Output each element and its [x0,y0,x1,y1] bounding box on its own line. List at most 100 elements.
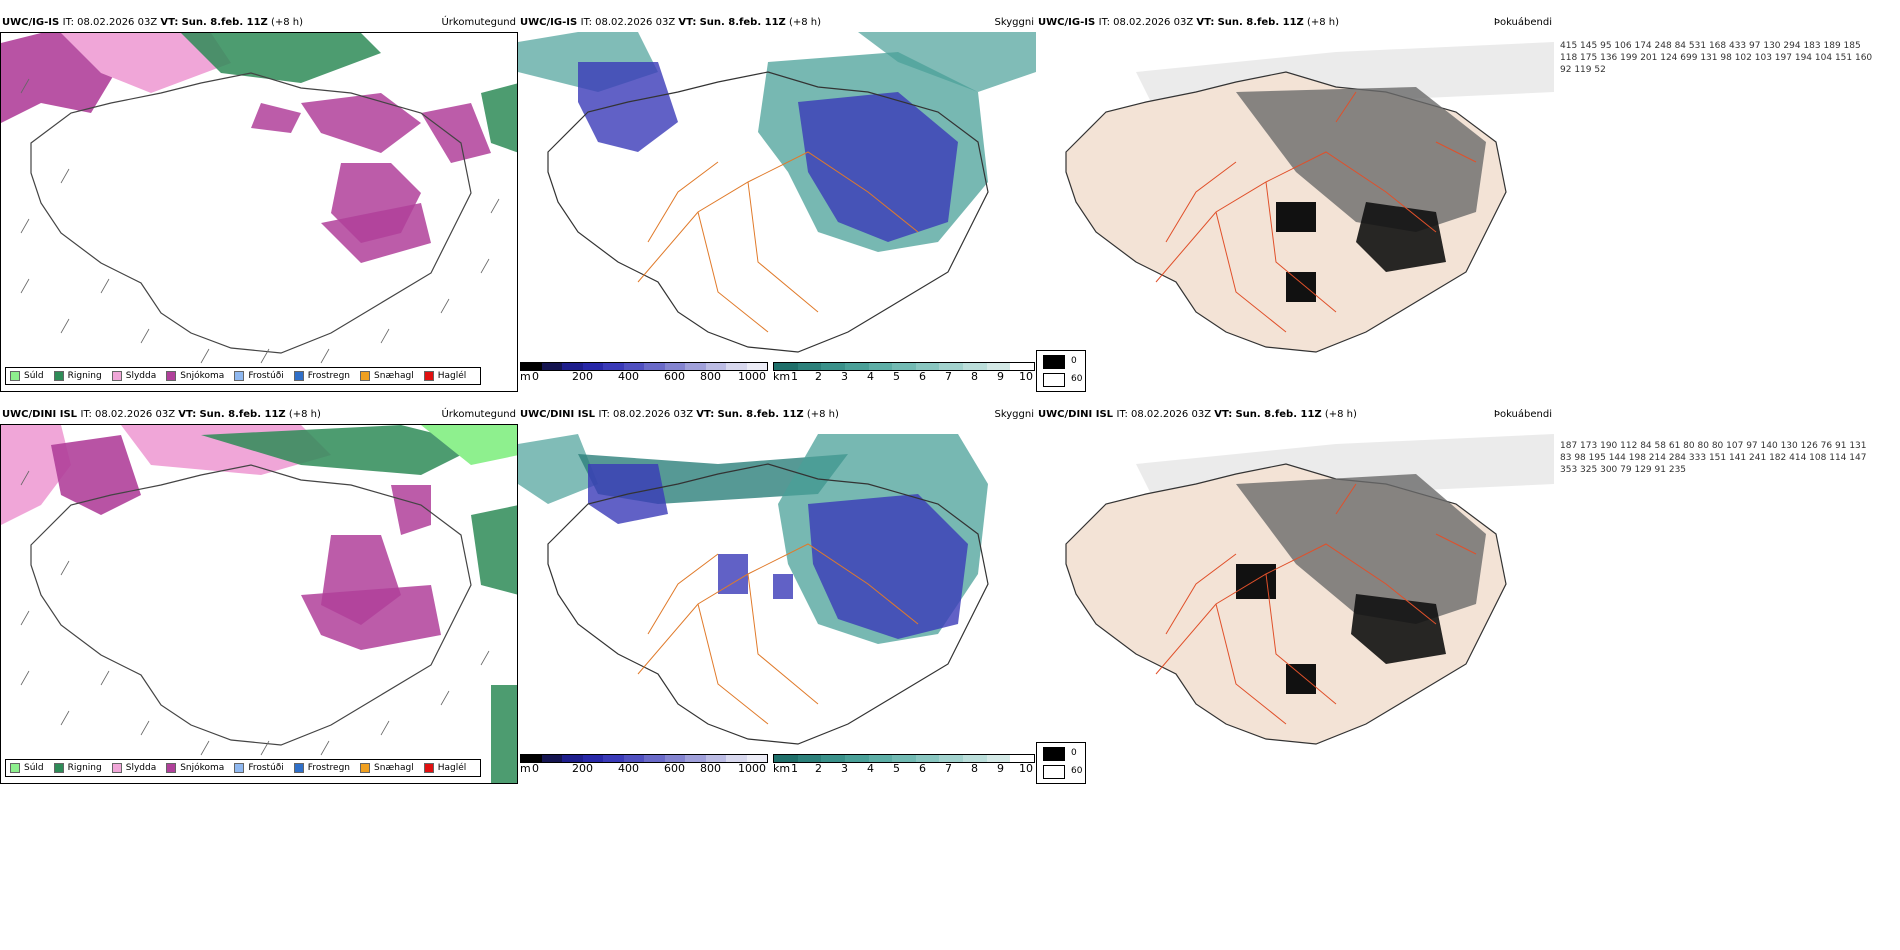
panel-header: UWC/DINI ISL IT: 08.02.2026 03Z VT: Sun.… [518,406,1036,424]
colorbar-cell [915,755,940,762]
visibility-value-label: 214 [1648,453,1669,463]
fog-legend-label: 0 [1071,356,1077,366]
visibility-unit: km [773,370,791,383]
colorbar-cell [623,755,644,762]
visibility-value-label: 58 [1654,441,1669,451]
ceiling-tick: 0 [532,370,539,383]
visibility-value-label: 147 [1849,453,1867,463]
legend-item: Snæhagl [360,371,414,381]
panel-header: UWC/IG-IS IT: 08.02.2026 03Z VT: Sun. 8.… [518,14,1036,32]
colorbar-cell [603,755,624,762]
colorbar-cell [541,363,562,370]
colorbar-cell [726,363,747,370]
legend-item: Snjókoma [166,763,224,773]
visibility-value-label: 80 [1683,441,1698,451]
visibility-value-label: 129 [1634,465,1655,475]
colorbar-cell [868,755,893,762]
visibility-colorbar: km 1 2 3 4 5 6 7 8 9 10 [773,754,1035,775]
visibility-value-label: 140 [1760,441,1781,451]
visibility-value-label: 141 [1728,453,1750,463]
visibility-value-label: 98 [1574,453,1589,463]
visibility-value-label: 136 [1600,53,1621,63]
visibility-value-label: 52 [1594,65,1606,75]
colorbar-cell [892,363,916,370]
panel-header: UWC/IG-IS IT: 08.02.2026 03Z VT: Sun. 8.… [0,14,518,32]
colorbar-cell [521,755,542,762]
colorbar-cell [582,363,603,370]
visibility-value-label: 118 [1560,53,1581,63]
visibility-value-label: 198 [1628,453,1649,463]
colorbar-cell [774,363,798,370]
visibility-value-label: 151 [1708,453,1729,463]
visibility-value-label: 241 [1749,453,1770,463]
visibility-value-label: 174 [1634,41,1655,51]
visibility-value-label: 131 [1849,441,1867,451]
visibility-value-label: 433 [1728,41,1750,51]
visibility-value-label: 353 [1560,465,1581,475]
visibility-value-label: 187 [1560,441,1581,451]
visibility-value-label: 195 [1588,453,1609,463]
colorbar-cell [746,755,767,762]
colorbar-cell [1010,755,1035,762]
legend-item: Frostúði [234,763,284,773]
model-name: UWC/IG-IS [2,17,60,28]
colorbar-cell [623,363,644,370]
fog-map: 0 60 [1036,424,1554,784]
visibility-value-label: 107 [1726,441,1747,451]
legend-item: Slydda [111,371,156,381]
legend-item: Súld [10,763,44,773]
visibility-value-label: 114 [1829,453,1850,463]
colorbar-cell [664,363,685,370]
colorbar-cell [821,755,845,762]
legend-item: Snæhagl [360,763,414,773]
colorbar-cell [844,363,869,370]
ceiling-tick: 800 [700,370,721,383]
colorbar-cell [821,363,845,370]
fog-map: 0 60 [1036,32,1554,392]
colorbar-cell [664,755,685,762]
visibility-value-label: 415 [1560,41,1581,51]
fog-legend-label: 60 [1071,374,1083,384]
visibility-panel-bottom: UWC/DINI ISL IT: 08.02.2026 03Z VT: Sun.… [518,406,1036,784]
visibility-value-label: 76 [1820,441,1835,451]
panel-header: UWC/IG-IS IT: 08.02.2026 03Z VT: Sun. 8.… [1036,14,1554,32]
legend-item: Slydda [111,763,156,773]
colorbar-cell [774,755,798,762]
visibility-value-label: 414 [1789,453,1810,463]
visibility-value-label: 124 [1660,53,1681,63]
panel-title: Skyggni [994,17,1034,28]
colorbar-cell [521,363,542,370]
ceiling-tick: 400 [618,370,639,383]
legend-item: Haglél [423,371,466,381]
visibility-value-label: 97 [1746,441,1761,451]
visibility-value-label: 102 [1734,53,1755,63]
legend-item: Frostregn [293,371,350,381]
precip-map: Súld Rigning Slydda Snjókoma Frostúði Fr… [0,424,518,784]
visibility-value-label: 112 [1620,441,1641,451]
panel-title: Skyggni [994,409,1034,420]
ceiling-tick: 200 [572,370,593,383]
colorbar-cell [705,363,726,370]
visibility-value-label: 92 [1560,65,1575,75]
visibility-value-label: 699 [1680,53,1701,63]
visibility-value-label: 201 [1640,53,1661,63]
visibility-value-label: 97 [1749,41,1764,51]
model-name: UWC/DINI ISL [1038,409,1114,420]
panel-title: Þokuábendi [1493,409,1552,420]
visibility-value-label: 130 [1780,441,1801,451]
lead-time: (+8 h) [270,17,304,28]
visibility-value-label: 95 [1600,41,1615,51]
colorbar-cell [685,363,706,370]
colorbar-cell [963,755,987,762]
visibility-value-label: 130 [1763,41,1784,51]
ceiling-unit: m [520,370,531,383]
vt-label: VT: [160,17,179,28]
colorbar-cell [582,755,603,762]
panel-header: UWC/DINI ISL IT: 08.02.2026 03Z VT: Sun.… [1036,406,1554,424]
colorbar-cell [562,755,583,762]
colorbar-cell [797,363,822,370]
visibility-value-label: 91 [1654,465,1669,475]
legend-item: Rigning [53,763,102,773]
model-name: UWC/DINI ISL [2,409,78,420]
colorbar-cell [746,363,767,370]
